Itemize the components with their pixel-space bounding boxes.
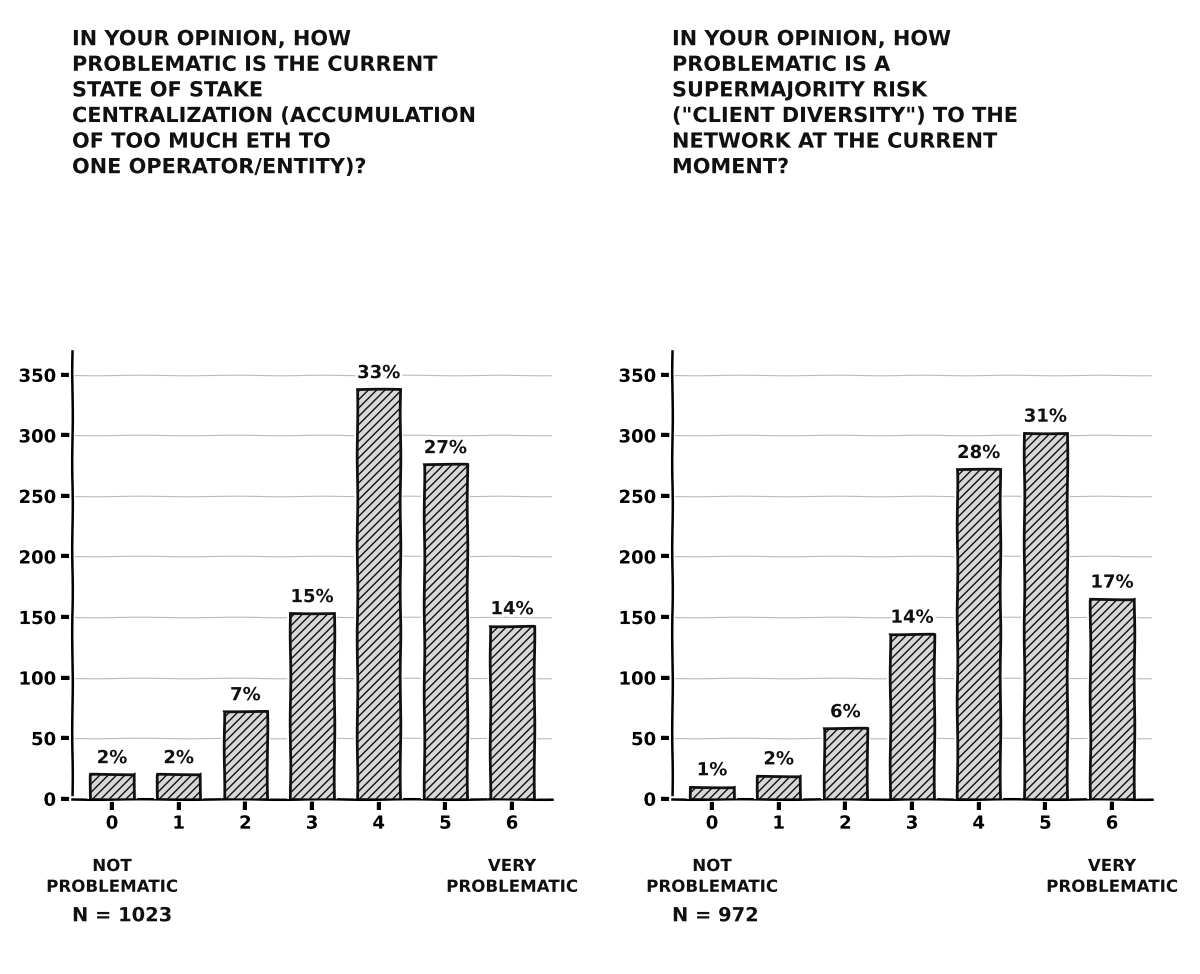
Text: 17%: 17% [1091, 574, 1134, 591]
Text: VERY
PROBLEMATIC: VERY PROBLEMATIC [446, 857, 578, 896]
Bar [424, 465, 467, 799]
Text: 14%: 14% [890, 609, 934, 626]
Text: N = 1023: N = 1023 [72, 906, 173, 925]
Text: 2%: 2% [763, 750, 794, 768]
Text: 33%: 33% [358, 364, 401, 382]
Bar [90, 774, 133, 799]
Text: 28%: 28% [958, 444, 1001, 462]
Text: 2%: 2% [163, 749, 194, 768]
Bar [491, 625, 534, 799]
Text: VERY
PROBLEMATIC: VERY PROBLEMATIC [1046, 857, 1178, 896]
Text: NOT
PROBLEMATIC: NOT PROBLEMATIC [646, 857, 778, 896]
Bar [223, 711, 266, 799]
Text: 2%: 2% [97, 749, 127, 768]
Bar [958, 469, 1001, 799]
Bar [890, 634, 934, 799]
Text: 7%: 7% [230, 687, 260, 704]
Bar [157, 774, 200, 799]
Text: 1%: 1% [697, 762, 727, 779]
Bar [1024, 433, 1067, 799]
Bar [290, 614, 334, 799]
Bar [823, 729, 868, 799]
Text: 31%: 31% [1024, 408, 1067, 426]
Bar [358, 390, 401, 799]
Text: IN YOUR OPINION, HOW
PROBLEMATIC IS THE CURRENT
STATE OF STAKE
CENTRALIZATION (A: IN YOUR OPINION, HOW PROBLEMATIC IS THE … [72, 29, 475, 177]
Bar [757, 775, 800, 799]
Text: 14%: 14% [491, 600, 534, 618]
Bar [1091, 599, 1134, 799]
Text: 6%: 6% [830, 703, 860, 721]
Text: NOT
PROBLEMATIC: NOT PROBLEMATIC [46, 857, 178, 896]
Text: 15%: 15% [290, 588, 334, 606]
Text: N = 972: N = 972 [672, 906, 758, 925]
Text: IN YOUR OPINION, HOW
PROBLEMATIC IS A
SUPERMAJORITY RISK
("CLIENT DIVERSITY") TO: IN YOUR OPINION, HOW PROBLEMATIC IS A SU… [672, 29, 1018, 177]
Bar [690, 787, 733, 799]
Text: 27%: 27% [424, 439, 467, 457]
